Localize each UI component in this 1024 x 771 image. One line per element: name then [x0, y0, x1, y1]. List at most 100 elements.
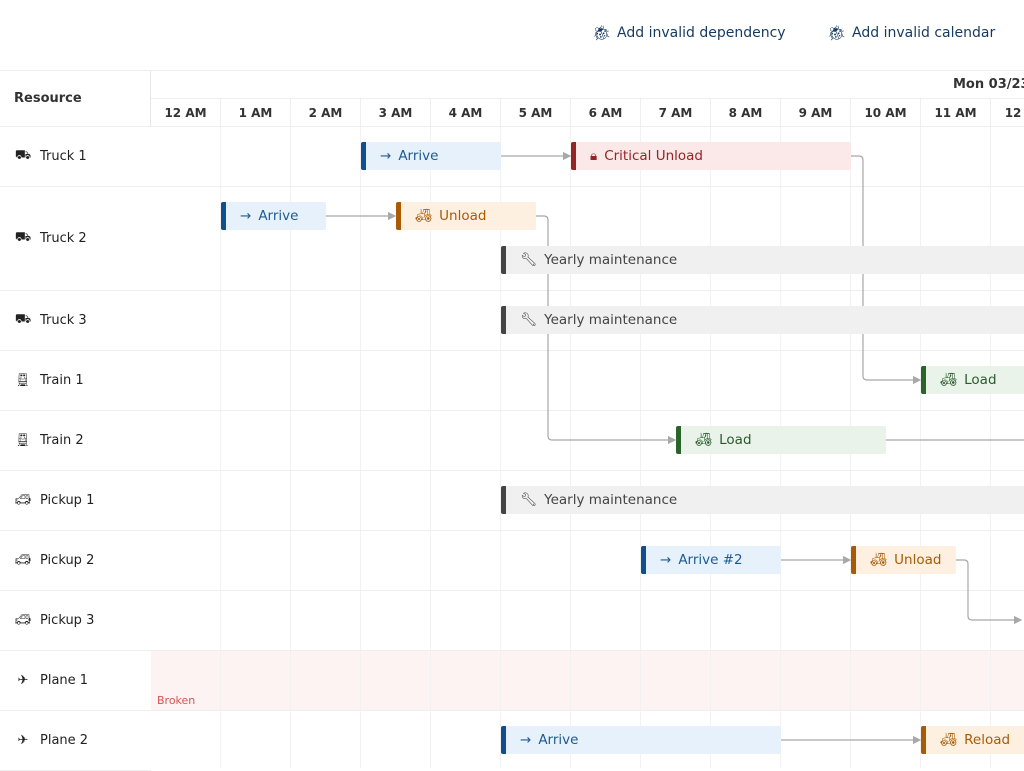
- hour-label: 2 AM: [291, 99, 361, 126]
- resource-row[interactable]: ⛟ Truck 1: [0, 127, 151, 187]
- event-name: Load: [964, 372, 997, 388]
- hour-label: 4 AM: [431, 99, 501, 126]
- resource-row[interactable]: 🚙︎ Pickup 3: [0, 591, 151, 651]
- truck-icon: ⛟: [14, 312, 32, 327]
- truck-icon: ⛟: [14, 148, 32, 163]
- hour-label: 1 AM: [221, 99, 291, 126]
- grid-column-line: [920, 127, 921, 768]
- grid-column-line: [990, 127, 991, 768]
- arrow-right-icon: →: [520, 732, 532, 748]
- event-name: Arrive: [538, 732, 579, 748]
- event-name: Critical Unload: [604, 148, 703, 164]
- hour-label: 11 AM: [921, 99, 991, 126]
- grid-column-line: [430, 127, 431, 768]
- resource-column-header[interactable]: Resource: [0, 71, 151, 127]
- resource-name: Truck 3: [40, 313, 87, 328]
- arrow-right-icon: →: [380, 148, 392, 164]
- event-name: Arrive: [258, 208, 299, 224]
- arrow-right-icon: →: [660, 552, 672, 568]
- grid-column-line: [500, 127, 501, 768]
- hour-label: 7 AM: [641, 99, 711, 126]
- event-name: Unload: [439, 208, 487, 224]
- event-name: Arrive: [398, 148, 439, 164]
- resource-name: Pickup 1: [40, 493, 95, 508]
- car-icon: 🚙︎: [14, 553, 32, 568]
- time-range-label: Broken: [157, 694, 196, 707]
- resource-row[interactable]: 🚙︎ Pickup 2: [0, 531, 151, 591]
- resource-row[interactable]: ✈︎ Plane 2: [0, 711, 151, 771]
- grid-row-line: [151, 530, 1024, 531]
- event-arrive[interactable]: → Arrive #2: [641, 546, 781, 574]
- plane-icon: ✈︎: [17, 733, 29, 748]
- bulldozer-icon: 🚜︎: [870, 552, 888, 568]
- resource-name: Train 1: [40, 373, 84, 388]
- event-unload[interactable]: 🚜︎ Unload: [396, 202, 536, 230]
- car-icon: 🚙︎: [14, 613, 32, 628]
- bug-icon: 🐞︎: [592, 24, 612, 42]
- event-maintenance[interactable]: 🔧︎ Yearly maintenance: [501, 306, 1024, 334]
- event-load[interactable]: 🚜︎ Load: [676, 426, 886, 454]
- train-icon: 🚆︎: [14, 433, 32, 448]
- resource-name: Train 2: [40, 433, 84, 448]
- add-invalid-calendar-button[interactable]: 🐞︎ Add invalid calendar: [827, 24, 996, 42]
- event-arrive[interactable]: → Arrive: [361, 142, 501, 170]
- event-critical[interactable]: 🔒︎ Critical Unload: [571, 142, 851, 170]
- forklift-icon: 🚜︎: [940, 372, 958, 388]
- resource-row[interactable]: ⛟ Truck 2: [0, 187, 151, 291]
- event-name: Yearly maintenance: [544, 312, 678, 328]
- event-unload[interactable]: 🚜︎ Reload: [921, 726, 1024, 754]
- resource-name: Truck 2: [40, 231, 87, 246]
- grid-row-line: [151, 710, 1024, 711]
- grid-row-line: [151, 186, 1024, 187]
- resource-name: Plane 1: [40, 673, 89, 688]
- hour-label: 10 AM: [851, 99, 921, 126]
- event-maintenance[interactable]: 🔧︎ Yearly maintenance: [501, 246, 1024, 274]
- grid-row-line: [151, 590, 1024, 591]
- resource-row[interactable]: 🚙︎ Pickup 1: [0, 471, 151, 531]
- wrench-icon: 🔧︎: [520, 252, 538, 268]
- truck-icon: ⛟: [14, 230, 32, 245]
- event-unload[interactable]: 🚜︎ Unload: [851, 546, 956, 574]
- grid-row-line: [151, 650, 1024, 651]
- event-arrive[interactable]: → Arrive: [221, 202, 326, 230]
- hour-label: 8 AM: [711, 99, 781, 126]
- hour-label: 9 AM: [781, 99, 851, 126]
- plane-icon: ✈︎: [17, 673, 29, 688]
- resource-name: Pickup 2: [40, 553, 95, 568]
- hour-label: 12 PM: [991, 99, 1024, 126]
- event-arrive[interactable]: → Arrive: [501, 726, 781, 754]
- grid-row-line: [151, 410, 1024, 411]
- resource-row[interactable]: 🚆︎ Train 1: [0, 351, 151, 411]
- resource-name: Truck 1: [40, 149, 87, 164]
- car-icon: 🚙︎: [14, 493, 32, 508]
- resource-row[interactable]: ✈︎ Plane 1: [0, 651, 151, 711]
- event-load[interactable]: 🚜︎ Load: [921, 366, 1024, 394]
- resource-row[interactable]: ⛟ Truck 3: [0, 291, 151, 351]
- hour-label: 5 AM: [501, 99, 571, 126]
- hour-label: 6 AM: [571, 99, 641, 126]
- time-range-broken: Broken: [151, 651, 1024, 711]
- lock-icon: 🔒︎: [590, 148, 598, 164]
- wrench-icon: 🔧︎: [520, 312, 538, 328]
- event-name: Reload: [964, 732, 1011, 748]
- grid-column-line: [290, 127, 291, 768]
- hour-label: 12 AM: [151, 99, 221, 126]
- day-header: Mon 03/23: [151, 71, 1024, 99]
- event-name: Load: [719, 432, 752, 448]
- arrow-right-icon: →: [240, 208, 252, 224]
- add-invalid-dependency-button[interactable]: 🐞︎ Add invalid dependency: [592, 24, 786, 42]
- resource-row[interactable]: 🚆︎ Train 2: [0, 411, 151, 471]
- grid-column-line: [570, 127, 571, 768]
- grid-column-line: [220, 127, 221, 768]
- timeaxis-header: Mon 03/23 12 AM 1 AM 2 AM 3 AM 4 AM 5 AM 6 AM 7…: [151, 71, 1024, 127]
- bulldozer-icon: 🚜︎: [940, 732, 958, 748]
- wrench-icon: 🔧︎: [520, 492, 538, 508]
- resource-name: Plane 2: [40, 733, 89, 748]
- hour-label: 3 AM: [361, 99, 431, 126]
- event-name: Unload: [894, 552, 942, 568]
- event-name: Yearly maintenance: [544, 252, 678, 268]
- grid-row-line: [151, 350, 1024, 351]
- resource-name: Pickup 3: [40, 613, 95, 628]
- event-maintenance[interactable]: 🔧︎ Yearly maintenance: [501, 486, 1024, 514]
- forklift-icon: 🚜︎: [695, 432, 713, 448]
